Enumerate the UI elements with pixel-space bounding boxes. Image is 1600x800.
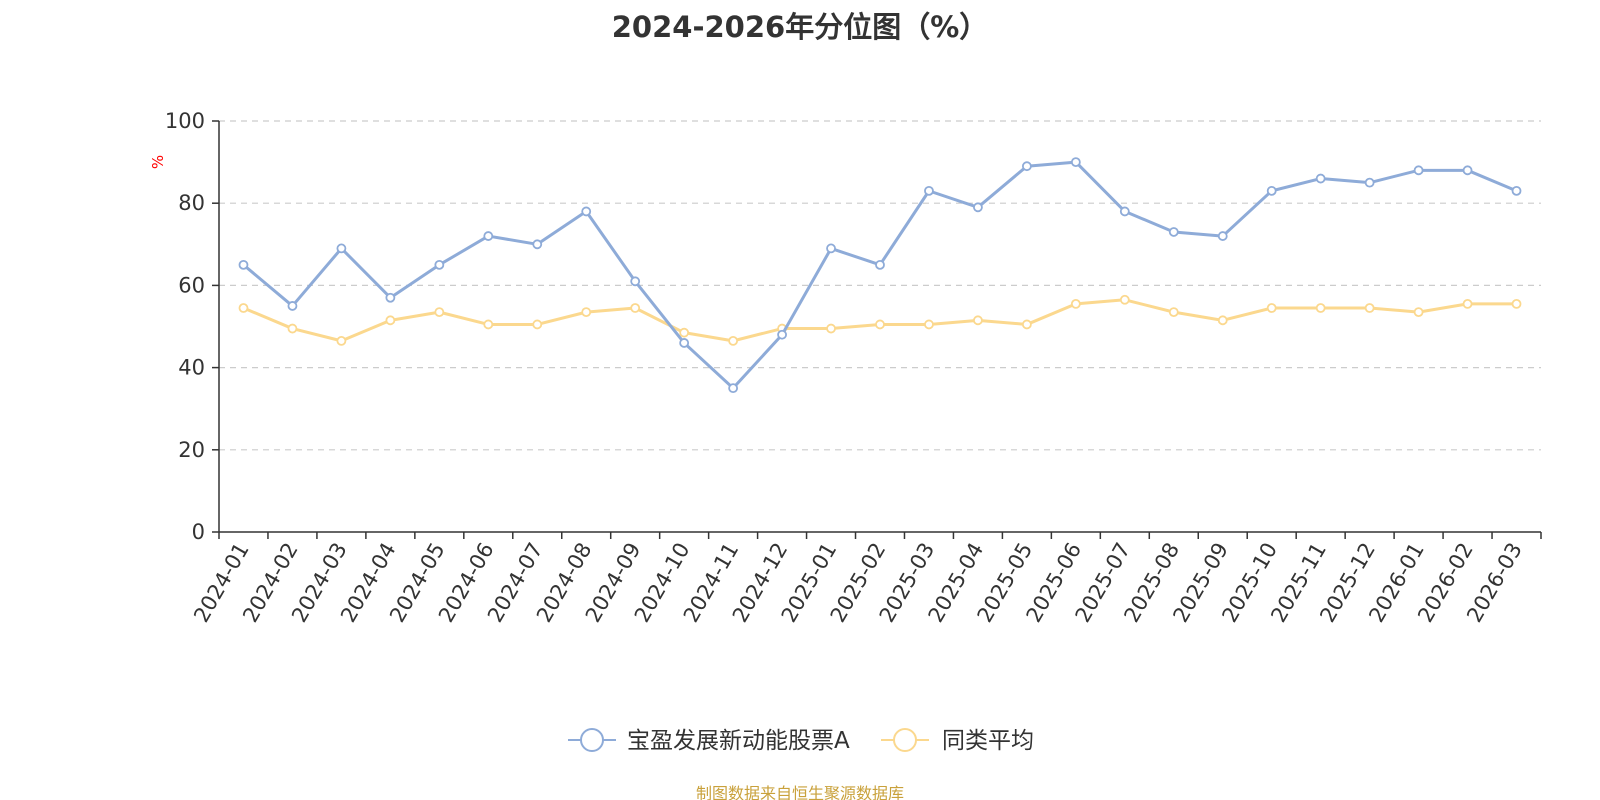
data-point[interactable] [973,315,983,326]
legend-item[interactable]: 同类平均 [881,728,1034,754]
data-point[interactable] [1511,185,1522,196]
data-point[interactable] [679,338,690,348]
data-point[interactable] [1217,315,1228,326]
data-point[interactable] [238,259,249,270]
data-point[interactable] [1462,165,1473,176]
data-point[interactable] [1168,307,1179,318]
data-point[interactable] [826,243,836,254]
data-point[interactable] [1315,173,1326,184]
data-point[interactable] [581,307,592,318]
data-point[interactable] [1462,298,1473,309]
data-point[interactable] [1315,303,1326,313]
data-point[interactable] [1168,227,1179,237]
y-tick-label: 60 [178,273,205,297]
data-point[interactable] [1511,298,1522,309]
data-point[interactable] [287,301,298,311]
data-source-note: 制图数据来自恒生聚源数据库 [695,784,904,800]
data-point[interactable] [679,327,690,338]
legend-item[interactable]: 宝盈发展新动能股票A [568,728,850,754]
data-point[interactable] [1119,294,1130,305]
y-tick-label: 100 [165,109,205,133]
data-point[interactable] [483,231,494,241]
data-point[interactable] [875,259,885,270]
data-point[interactable] [1266,185,1277,196]
legend-swatch-marker [893,728,917,752]
data-point[interactable] [287,323,298,334]
series-line [242,160,1518,390]
legend: 宝盈发展新动能股票A 同类平均 [568,728,1034,754]
data-point[interactable] [336,243,347,254]
data-point[interactable] [728,383,739,394]
series-0 [238,157,1522,394]
chart-title: 2024-2026年分位图（%） [611,10,989,44]
data-point[interactable] [777,329,787,340]
data-point[interactable] [336,335,347,346]
legend-swatch-marker [580,728,604,752]
data-point[interactable] [581,206,592,217]
data-point[interactable] [1413,307,1424,318]
data-point[interactable] [875,319,885,330]
data-point[interactable] [1217,231,1228,241]
data-point[interactable] [1364,177,1375,188]
gridlines [219,120,1541,451]
data-point[interactable] [385,292,396,303]
y-tick-label: 40 [178,356,205,380]
data-point[interactable] [1070,298,1081,309]
y-axis-unit-label: % [149,155,167,169]
data-point[interactable] [238,303,249,313]
series-lines [238,157,1522,394]
data-point[interactable] [630,303,641,313]
data-point[interactable] [532,239,543,250]
data-point[interactable] [385,315,396,326]
data-point[interactable] [532,319,543,330]
data-point[interactable] [483,319,494,330]
y-tick-label: 0 [192,520,205,544]
data-point[interactable] [630,276,641,287]
data-point[interactable] [1021,161,1032,172]
data-point[interactable] [924,319,934,330]
data-point[interactable] [1364,303,1375,313]
data-point[interactable] [1021,319,1032,330]
y-tick-label: 20 [178,438,205,462]
data-point[interactable] [728,335,739,346]
y-tick-label: 80 [178,191,205,215]
legend-label: 同类平均 [942,728,1034,754]
series-1 [238,294,1522,346]
data-point[interactable] [1070,157,1081,168]
data-point[interactable] [826,323,836,334]
data-point[interactable] [973,202,983,213]
data-point[interactable] [924,185,934,196]
data-point[interactable] [1266,303,1277,313]
data-point[interactable] [434,307,445,318]
data-point[interactable] [434,259,445,270]
data-point[interactable] [1413,165,1424,176]
legend-label: 宝盈发展新动能股票A [627,728,850,754]
data-point[interactable] [1119,206,1130,217]
